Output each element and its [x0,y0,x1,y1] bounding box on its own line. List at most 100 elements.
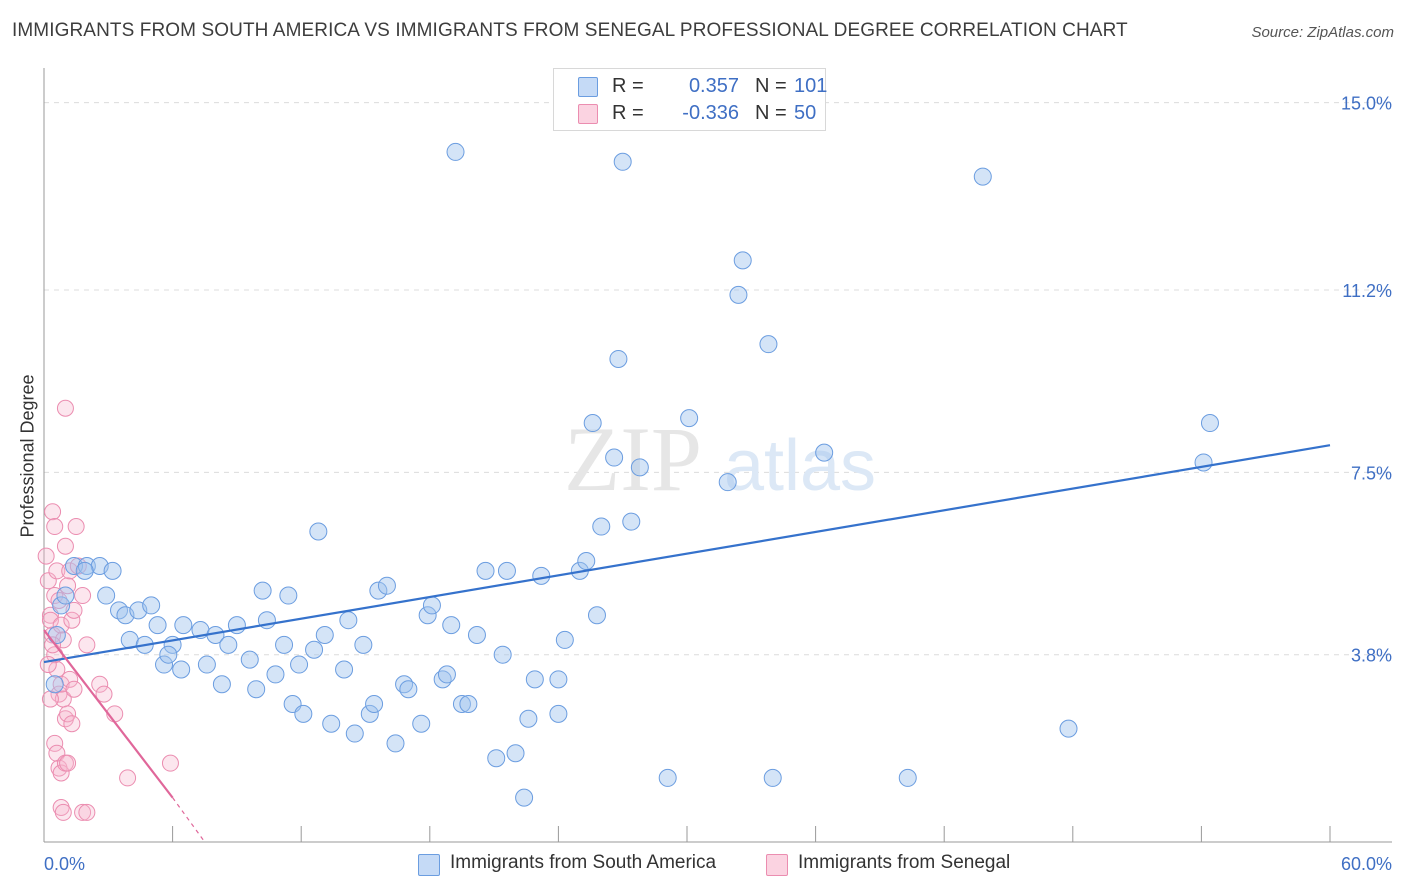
senegal-points [37,399,179,821]
legend-n-label: N = [755,75,787,97]
legend-n-value: 101 [794,75,828,97]
south-america-point [399,680,418,699]
senegal-point [56,399,74,417]
bottom-legend-swatch-pink [766,854,788,876]
senegal-point [91,675,109,693]
legend-swatch-pink [578,104,598,124]
senegal-point [59,754,77,772]
senegal-point [161,754,179,772]
south-america-point [309,522,328,541]
senegal-point [39,572,57,590]
south-america-point [487,749,506,768]
south-america-point [658,768,677,787]
y-tick-label: 11.2% [1342,281,1392,301]
y-tick-label: 7.5% [1351,463,1392,483]
south-america-point [446,142,465,161]
south-america-point [247,680,266,699]
south-america-point [97,586,116,605]
south-america-point [159,645,178,664]
south-america-point [729,285,748,304]
south-america-point [815,443,834,462]
watermark-atlas: atlas [724,426,876,506]
south-america-point [515,788,534,807]
legend-r-value: -0.336 [682,102,739,124]
south-america-point [103,561,122,580]
south-america-point [266,665,285,684]
south-america-point [322,714,341,733]
south-america-point [577,552,596,571]
senegal-point [52,616,70,634]
south-america-point [422,596,441,615]
south-america-point [525,670,544,689]
south-america-point [549,704,568,723]
legend-r-label: R = [612,75,644,97]
south-america-point [47,625,66,644]
south-america-point [294,704,313,723]
legend-r-label: R = [612,102,644,124]
south-america-point [148,616,167,635]
south-america-point [345,724,364,743]
south-america-point [763,768,782,787]
south-america-point [75,561,94,580]
south-america-point [459,694,478,713]
south-america-point [733,251,752,270]
south-america-point [412,714,431,733]
source-label: Source: ZipAtlas.com [1251,24,1394,41]
y-tick-label: 15.0% [1341,94,1392,114]
senegal-point [63,715,81,733]
grid-lines [44,102,1392,656]
south-america-point [555,630,574,649]
y-axis-label: Professional Degree [17,374,38,538]
senegal-point [44,503,62,521]
south-america-point [1200,414,1219,433]
south-america-point [377,576,396,595]
legend-swatch-blue [578,77,598,97]
south-america-point [56,586,75,605]
senegal-point [41,690,59,708]
south-america-point [290,655,309,674]
south-america-point [476,561,495,580]
south-america-point [680,409,699,428]
south-america-point [506,744,525,763]
x-tick-label: 60.0% [1341,854,1392,874]
south-america-point [452,694,471,713]
south-america-point [197,655,216,674]
bottom-legend-label: Immigrants from Senegal [798,852,1011,873]
south-america-point [549,670,568,689]
south-america-point [365,694,384,713]
senegal-trend-line [43,629,174,799]
south-america-point [339,611,358,630]
legend-n-value: 50 [794,102,817,124]
south-america-point [493,645,512,664]
senegal-point [56,537,74,555]
south-america-point [467,625,486,644]
south-america-points [45,142,1219,807]
senegal-point [65,680,83,698]
south-america-point [369,581,388,600]
senegal-point [44,636,62,654]
x-tick-label: 0.0% [44,854,85,874]
south-america-point [609,349,628,368]
south-america-point [315,625,334,644]
senegal-point [74,587,92,605]
south-america-point [172,660,191,679]
south-america-point [305,640,324,659]
south-america-point [718,473,737,492]
south-america-trend-line [43,444,1331,664]
south-america-point [253,581,272,600]
chart-title: IMMIGRANTS FROM SOUTH AMERICA VS IMMIGRA… [12,20,1128,41]
senegal-point [39,656,57,674]
south-america-point [174,616,193,635]
south-america-point [519,709,538,728]
south-america-point [497,561,516,580]
south-america-point [759,335,778,354]
south-america-point [65,556,84,575]
trend-lines [43,444,1331,843]
south-america-point [45,675,64,694]
south-america-point [1059,719,1078,738]
south-america-point [613,152,632,171]
legend-r-value: 0.357 [688,75,739,97]
y-tick-label: 3.8% [1351,646,1392,666]
bottom-legend-swatch-blue [418,854,440,876]
